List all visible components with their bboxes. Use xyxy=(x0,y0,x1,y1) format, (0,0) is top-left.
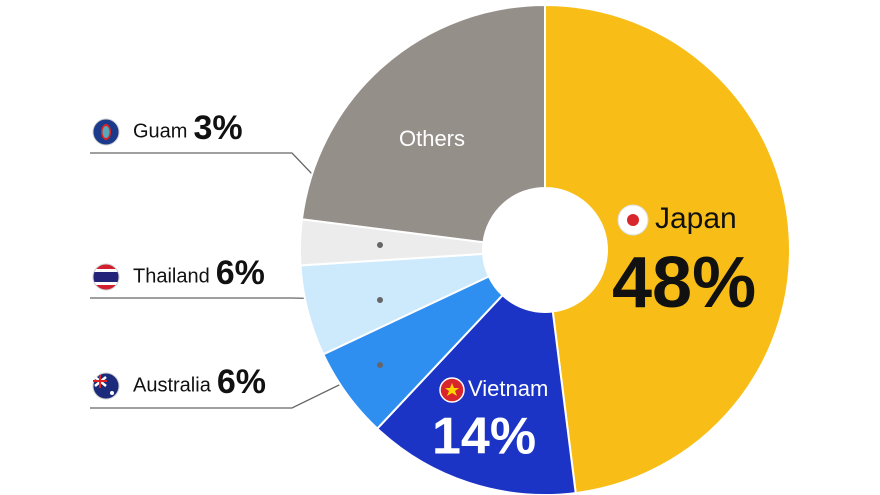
category-label: Others xyxy=(399,126,465,151)
category-label: Australia xyxy=(133,374,212,396)
flag-australia xyxy=(92,372,120,400)
flag-vietnam xyxy=(439,377,465,403)
value-label: 6% xyxy=(217,363,266,401)
leader-dot xyxy=(377,242,383,248)
slices xyxy=(299,3,791,495)
value-label: 48% xyxy=(612,243,756,323)
category-label: Vietnam xyxy=(468,376,548,401)
category-label: Guam xyxy=(133,120,187,142)
value-label: 14% xyxy=(432,408,536,466)
slice xyxy=(544,3,791,495)
category-label: Japan xyxy=(655,202,737,235)
value-label: 6% xyxy=(216,254,265,292)
category-label: Thailand xyxy=(133,265,210,287)
leader-dots xyxy=(377,242,383,368)
leader-dot xyxy=(377,297,383,303)
leader-dot xyxy=(377,362,383,368)
flag-guam xyxy=(92,118,120,146)
slice xyxy=(375,293,577,495)
flag-japan xyxy=(617,204,649,236)
flag-thailand xyxy=(92,263,120,291)
slice xyxy=(300,3,546,244)
value-label: 3% xyxy=(193,109,242,147)
